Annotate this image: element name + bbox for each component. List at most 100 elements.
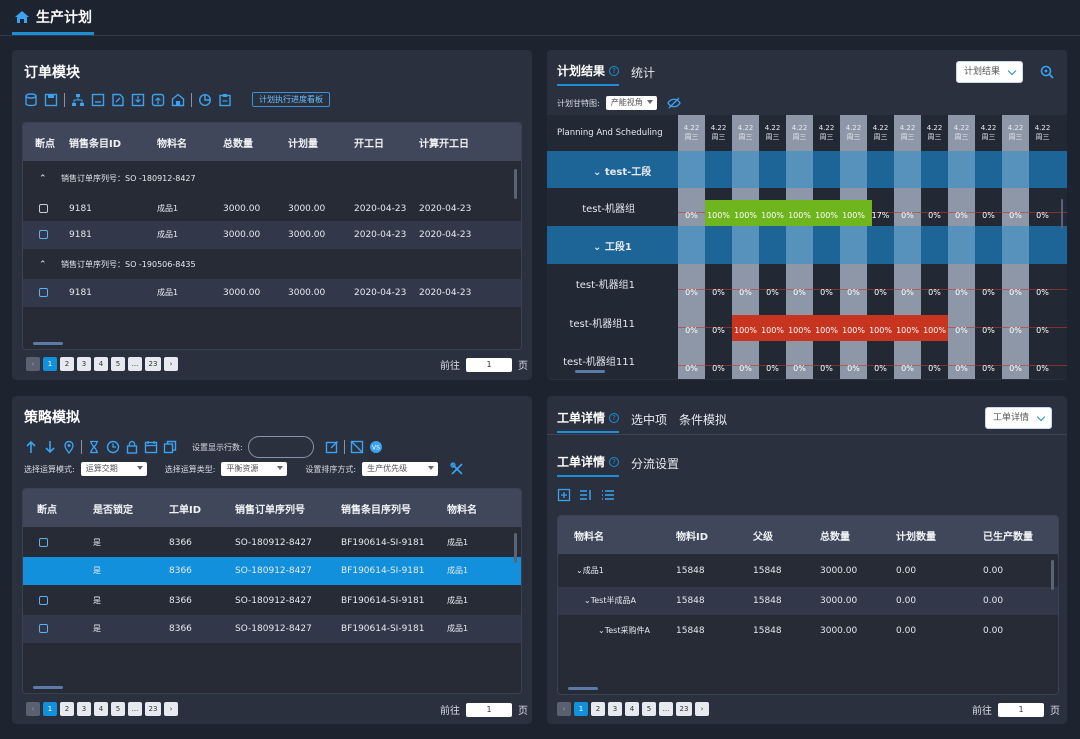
gantt-capacity-bar[interactable]	[732, 200, 759, 226]
cell-material-name[interactable]: ⌄成品1	[576, 566, 604, 575]
horizontal-scrollbar[interactable]	[33, 342, 63, 345]
tab-selected-items[interactable]: 选中项	[631, 411, 667, 433]
page-button[interactable]: 1	[574, 702, 588, 716]
gantt-capacity-bar[interactable]	[705, 200, 732, 226]
database-icon[interactable]	[24, 92, 38, 107]
vertical-scrollbar[interactable]	[1051, 560, 1054, 590]
warehouse-icon[interactable]	[171, 93, 185, 107]
tab-condition-sim[interactable]: 条件模拟	[679, 411, 727, 433]
page-ellipsis[interactable]: ...	[659, 702, 673, 716]
gantt-view-select[interactable]: 产能视角	[605, 96, 657, 110]
page-button[interactable]: 3	[608, 702, 622, 716]
hierarchy-icon[interactable]	[71, 93, 85, 107]
expand-all-icon[interactable]	[557, 488, 571, 502]
row-checkbox[interactable]	[39, 288, 48, 297]
versus-icon[interactable]: VS	[369, 440, 383, 454]
rows-input[interactable]	[247, 436, 314, 458]
goto-input[interactable]: 1	[998, 702, 1044, 717]
group-row[interactable]: ⌃ 销售订单序列号：SO -180912-8427	[23, 165, 521, 193]
page-button[interactable]: 4	[625, 702, 639, 716]
gantt-capacity-bar[interactable]	[786, 200, 813, 226]
cell-material-name[interactable]: ⌄Test采购件A	[598, 626, 650, 635]
help-icon[interactable]: ?	[609, 412, 620, 423]
prev-page-button[interactable]: ‹	[26, 357, 40, 371]
type-select[interactable]: 平衡资源	[221, 462, 288, 476]
search-settings-icon[interactable]	[1039, 64, 1055, 80]
page-button[interactable]: 4	[94, 357, 108, 371]
clear-icon[interactable]	[350, 440, 364, 454]
help-icon[interactable]: ?	[609, 456, 620, 467]
page-ellipsis[interactable]: ...	[128, 357, 142, 371]
sort-select[interactable]: 生产优先级	[362, 462, 439, 476]
page-button[interactable]: 3	[77, 702, 91, 716]
row-checkbox[interactable]	[39, 538, 48, 547]
table-row[interactable]: 是 8366 SO-180912-8427 BF190614-SI-9181 成…	[23, 529, 521, 557]
tree-row[interactable]: ⌄Test采购件A 15848 15848 3000.00 0.00 0.00	[558, 617, 1058, 645]
next-page-button[interactable]: ›	[164, 702, 178, 716]
page-button[interactable]: 4	[94, 702, 108, 716]
goto-input[interactable]: 1	[466, 702, 512, 717]
page-button[interactable]: 2	[591, 702, 605, 716]
gantt-vscrollbar[interactable]	[1061, 199, 1063, 229]
horizontal-scrollbar[interactable]	[33, 686, 63, 689]
save-icon[interactable]	[44, 93, 58, 107]
tree-row[interactable]: ⌄成品1 15848 15848 3000.00 0.00 0.00	[558, 557, 1058, 585]
gantt-capacity-bar[interactable]	[840, 315, 867, 341]
vertical-scrollbar[interactable]	[514, 169, 517, 199]
prev-page-button[interactable]: ‹	[557, 702, 571, 716]
next-page-button[interactable]: ›	[695, 702, 709, 716]
hide-icon[interactable]	[666, 96, 681, 110]
tab-plan-result[interactable]: 计划结果?	[557, 62, 620, 86]
gantt-capacity-bar[interactable]	[813, 315, 840, 341]
indent-icon[interactable]	[579, 488, 593, 502]
gantt-capacity-bar[interactable]	[759, 200, 786, 226]
table-row[interactable]: 是 8366 SO-180912-8427 BF190614-SI-9181 成…	[23, 587, 521, 615]
table-row[interactable]: 9181 成品1 3000.00 3000.00 2020-04-23 2020…	[23, 279, 521, 307]
progress-board-link[interactable]: 计划执行进度看板	[252, 92, 330, 107]
gantt-capacity-bar[interactable]	[732, 315, 759, 341]
workorder-dropdown[interactable]: 工单详情	[985, 407, 1053, 429]
gantt-capacity-bar[interactable]	[813, 200, 840, 226]
gantt-capacity-bar[interactable]	[840, 200, 867, 226]
list-icon[interactable]	[601, 488, 615, 502]
page-button[interactable]: 3	[77, 357, 91, 371]
cell-material-name[interactable]: ⌄Test半成品A	[584, 596, 636, 605]
page-tab-production-plan[interactable]: 生产计划	[12, 8, 94, 35]
export-icon[interactable]	[91, 93, 105, 107]
gantt-capacity-bar[interactable]	[867, 315, 894, 341]
next-page-button[interactable]: ›	[164, 357, 178, 371]
group-row[interactable]: ⌃ 销售订单序列号：SO -190506-8435	[23, 251, 521, 279]
calendar-icon[interactable]	[144, 440, 158, 454]
upload-doc-icon[interactable]	[151, 93, 165, 107]
page-button[interactable]: 23	[145, 357, 161, 371]
page-button[interactable]: 1	[43, 702, 57, 716]
arrow-up-icon[interactable]	[24, 440, 38, 454]
arrow-down-icon[interactable]	[43, 440, 57, 454]
plan-result-dropdown[interactable]: 计划结果	[956, 61, 1024, 83]
prev-page-button[interactable]: ‹	[26, 702, 40, 716]
table-row[interactable]: 9181 成品1 3000.00 3000.00 2020-04-23 2020…	[23, 221, 521, 249]
page-button[interactable]: 23	[145, 702, 161, 716]
table-row-selected[interactable]: 是 8366 SO-180912-8427 BF190614-SI-9181 成…	[23, 557, 521, 585]
download-doc-icon[interactable]	[131, 93, 145, 107]
gantt-capacity-bar[interactable]	[786, 315, 813, 341]
tab-statistics[interactable]: 统计	[631, 64, 655, 86]
goto-input[interactable]: 1	[466, 357, 512, 372]
gantt-capacity-bar[interactable]	[921, 315, 948, 341]
copy-icon[interactable]	[163, 440, 177, 454]
lock-icon[interactable]	[125, 440, 139, 454]
page-button[interactable]: 5	[111, 702, 125, 716]
tree-row[interactable]: ⌄Test半成品A 15848 15848 3000.00 0.00 0.00	[558, 587, 1058, 615]
page-button[interactable]: 2	[60, 702, 74, 716]
row-checkbox[interactable]	[39, 596, 48, 605]
page-button[interactable]: 2	[60, 357, 74, 371]
page-button[interactable]: 23	[676, 702, 692, 716]
pie-chart-icon[interactable]	[198, 93, 212, 107]
location-icon[interactable]	[62, 440, 76, 454]
table-row[interactable]: 9181 成品1 3000.00 3000.00 2020-04-23 2020…	[23, 195, 521, 223]
page-button[interactable]: 5	[111, 357, 125, 371]
vertical-scrollbar[interactable]	[514, 533, 517, 563]
row-checkbox[interactable]	[39, 204, 48, 213]
gantt-capacity-bar[interactable]	[894, 315, 921, 341]
subtab-split-settings[interactable]: 分流设置	[631, 455, 679, 477]
